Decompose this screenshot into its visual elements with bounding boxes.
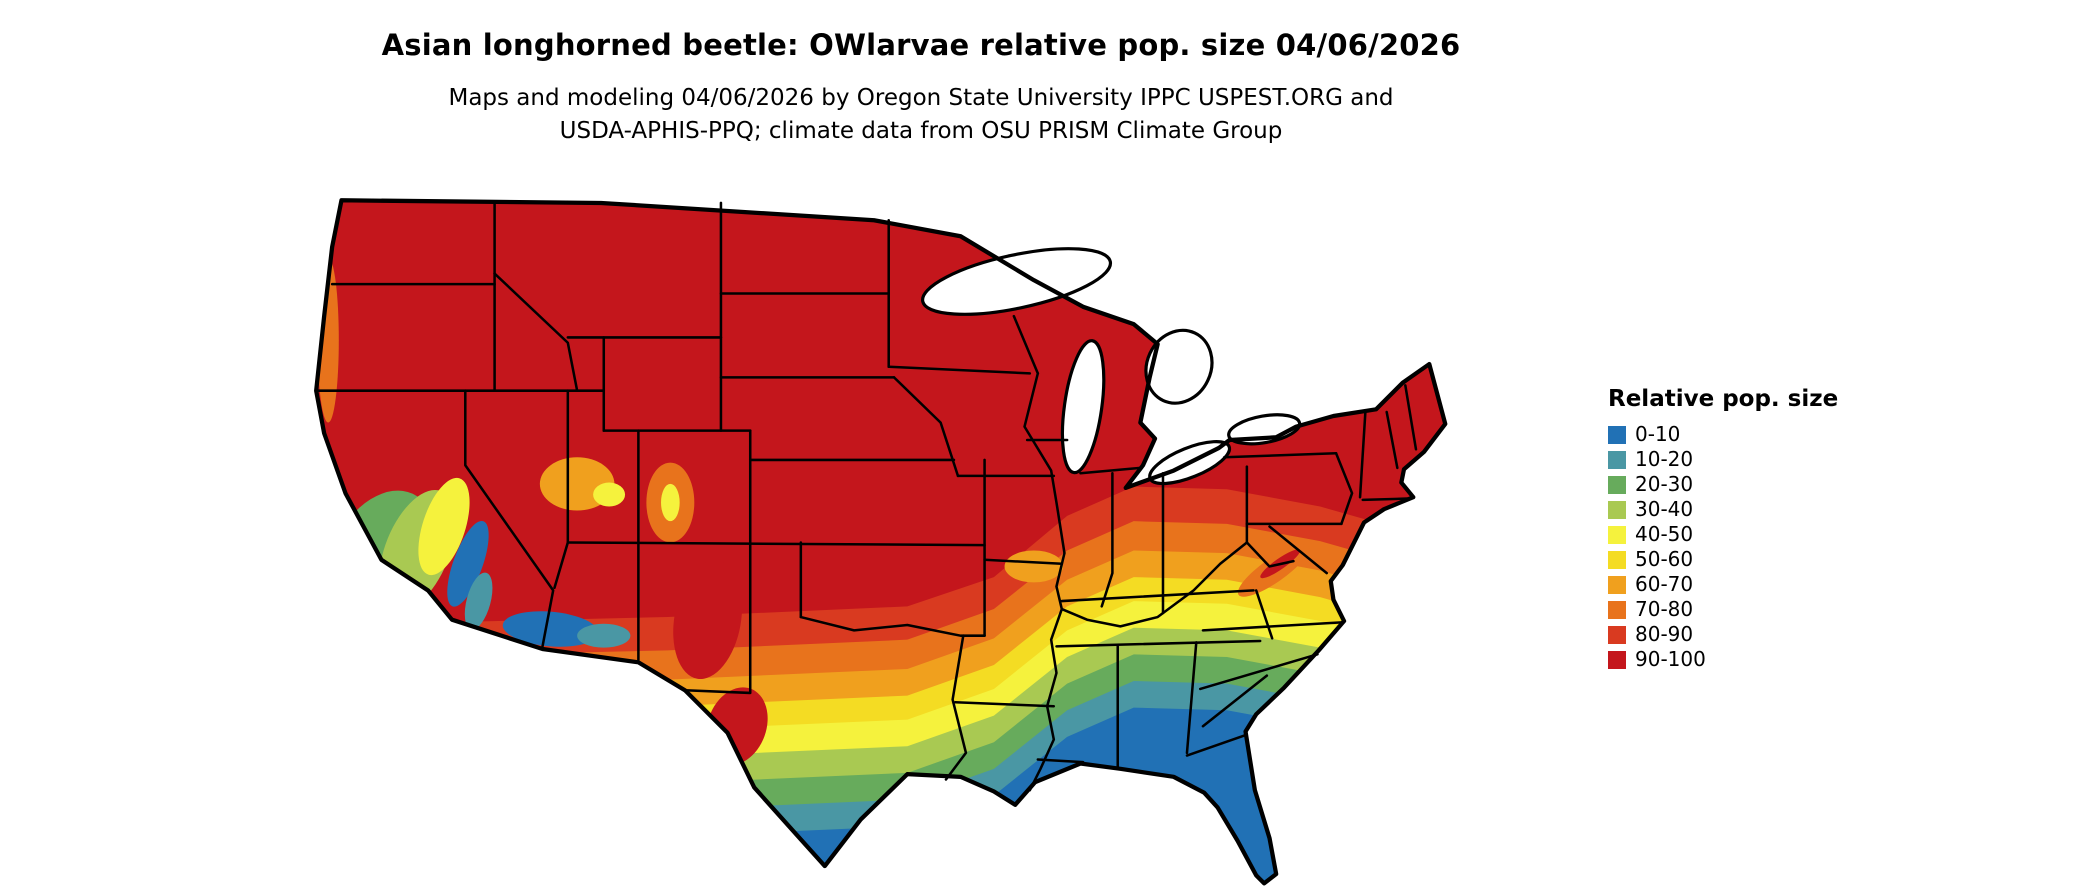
legend-swatch [1608,425,1626,444]
legend-item: 50-60 [1608,547,1838,572]
legend-swatch [1608,550,1626,569]
legend-title: Relative pop. size [1608,386,1839,412]
patch-sierra-teal [464,572,493,630]
legend-item: 30-40 [1608,497,1838,522]
legend-item: 0-10 [1608,422,1838,447]
subtitle-line-1: Maps and modeling 04/06/2026 by Oregon S… [448,85,1394,111]
legend-swatch [1608,625,1626,644]
subtitle: Maps and modeling 04/06/2026 by Oregon S… [0,82,1842,148]
legend-label: 80-90 [1635,622,1694,646]
patch-newmexico-red [673,560,743,679]
legend-swatch [1608,600,1626,619]
us-map-svg [314,198,1448,886]
legend-swatch [1608,650,1626,669]
patch-colorado-yellow [661,483,680,522]
legend-label: 90-100 [1635,647,1706,671]
legend-label: 0-10 [1635,422,1681,446]
legend-item: 10-20 [1608,447,1838,472]
lake-superior [920,247,1113,316]
patch-sierra-blue [447,520,489,607]
page-title: Asian longhorned beetle: OWlarvae relati… [381,28,1461,62]
legend-swatch [1608,575,1626,594]
legend-swatch [1608,500,1626,519]
legend-swatch [1608,525,1626,544]
legend-label: 50-60 [1635,547,1694,571]
patch-california-yellow [418,477,470,576]
legend-item: 90-100 [1608,647,1838,672]
legend-label: 70-80 [1635,597,1694,621]
great-lakes [920,247,1302,486]
legend-item: 40-50 [1608,522,1838,547]
legend-item: 60-70 [1608,572,1838,597]
us-outline [314,198,1448,886]
legend-label: 20-30 [1635,472,1694,496]
legend-item: 20-30 [1608,472,1838,497]
patch-arizona-teal [577,623,631,648]
legend-swatch [1608,475,1626,494]
legend-items: 0-10 10-20 20-30 30-40 40-50 50-60 60-70 70-80 8… [1608,422,1838,672]
lake-huron [1144,328,1214,405]
legend-label: 60-70 [1635,572,1694,596]
patch-ozark-orange [1004,550,1064,583]
legend-item: 70-80 [1608,597,1838,622]
legend-label: 10-20 [1635,447,1694,471]
us-map [268,167,1568,886]
patch-utah-yellow [593,482,626,507]
lake-michigan [1060,339,1106,475]
legend-swatch [1608,450,1626,469]
legend: Relative pop. size 0-10 10-20 20-30 30-40 40… [1608,386,1838,672]
population-raster [316,200,1446,884]
legend-label: 30-40 [1635,497,1694,521]
state-borders [314,201,1418,792]
subtitle-line-2: USDA-APHIS-PPQ; climate data from OSU PR… [559,118,1283,144]
legend-label: 40-50 [1635,522,1694,546]
patch-socal-desert-blue [502,611,599,647]
legend-item: 80-90 [1608,622,1838,647]
